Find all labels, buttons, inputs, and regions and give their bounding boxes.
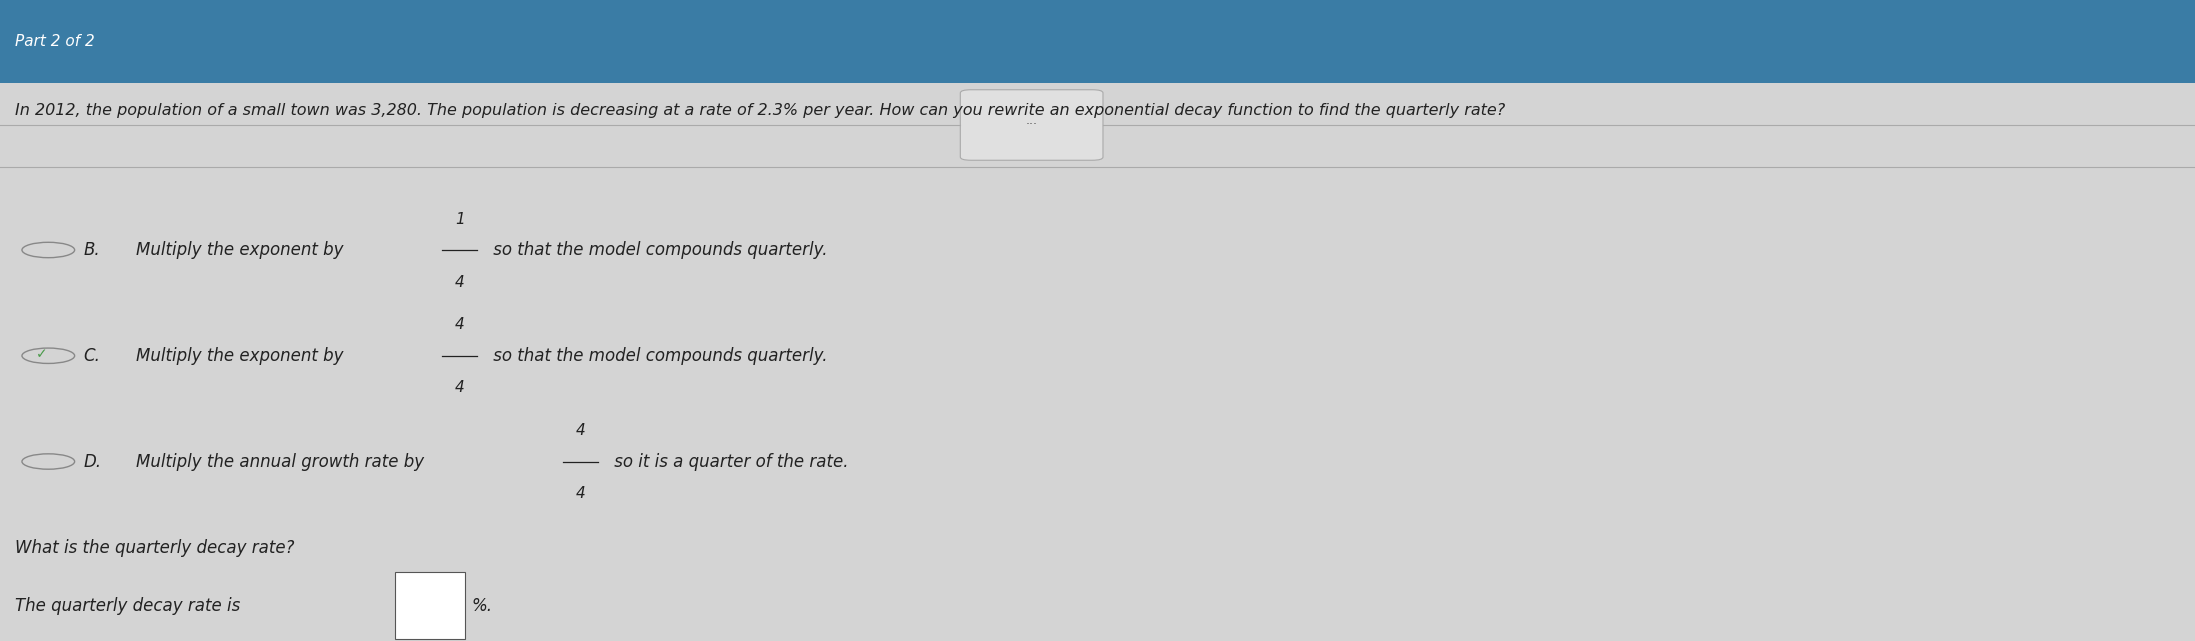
Text: 1: 1 bbox=[454, 212, 465, 227]
Text: In 2012, the population of a small town was 3,280. The population is decreasing : In 2012, the population of a small town … bbox=[15, 103, 1506, 117]
Text: Part 2 of 2: Part 2 of 2 bbox=[15, 34, 94, 49]
Text: 4: 4 bbox=[454, 317, 465, 333]
FancyBboxPatch shape bbox=[0, 0, 2195, 83]
Text: The quarterly decay rate is: The quarterly decay rate is bbox=[15, 597, 241, 615]
Text: so that the model compounds quarterly.: so that the model compounds quarterly. bbox=[487, 347, 828, 365]
Text: ✓: ✓ bbox=[35, 347, 48, 362]
Text: B.: B. bbox=[83, 241, 101, 259]
Text: Multiply the exponent by: Multiply the exponent by bbox=[136, 347, 349, 365]
Text: %.: %. bbox=[472, 597, 494, 615]
Text: so that the model compounds quarterly.: so that the model compounds quarterly. bbox=[487, 241, 828, 259]
Text: Multiply the annual growth rate by: Multiply the annual growth rate by bbox=[136, 453, 430, 470]
Text: 4: 4 bbox=[454, 274, 465, 290]
FancyBboxPatch shape bbox=[959, 90, 1104, 160]
Text: C.: C. bbox=[83, 347, 101, 365]
Text: 4: 4 bbox=[575, 423, 586, 438]
Text: Multiply the exponent by: Multiply the exponent by bbox=[136, 241, 349, 259]
Text: so it is a quarter of the rate.: so it is a quarter of the rate. bbox=[608, 453, 849, 470]
Text: D.: D. bbox=[83, 453, 101, 470]
Text: 4: 4 bbox=[575, 486, 586, 501]
FancyBboxPatch shape bbox=[395, 572, 465, 639]
Text: ···: ··· bbox=[1025, 119, 1038, 131]
Text: What is the quarterly decay rate?: What is the quarterly decay rate? bbox=[15, 539, 294, 557]
Text: 4: 4 bbox=[454, 380, 465, 395]
